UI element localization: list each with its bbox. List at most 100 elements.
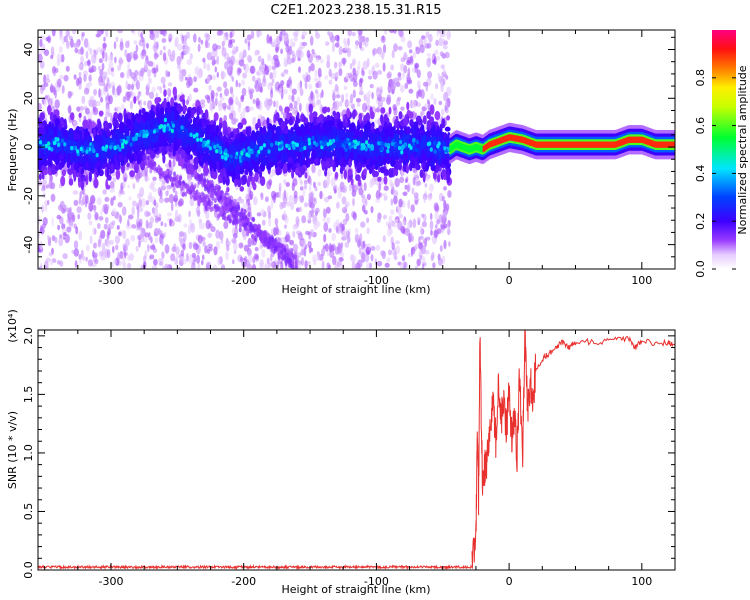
- heatmap-speckle: [212, 43, 218, 52]
- heatmap-speckle: [270, 190, 277, 199]
- heatmap-speckle: [442, 68, 446, 75]
- heatmap-speckle: [424, 250, 430, 255]
- heatmap-speckle: [341, 94, 344, 103]
- heatmap-speckle: [293, 33, 298, 43]
- heatmap-speckle: [398, 213, 404, 219]
- heatmap-cell: [117, 112, 123, 123]
- heatmap-speckle: [346, 47, 352, 58]
- heatmap-speckle: [302, 189, 306, 197]
- heatmap-speckle: [339, 263, 345, 269]
- heatmap-speckle: [419, 235, 424, 240]
- heatmap-speckle: [174, 190, 178, 197]
- heatmap-speckle: [79, 258, 82, 264]
- heatmap-speckle: [88, 74, 92, 82]
- heatmap-speckle: [94, 212, 99, 221]
- heatmap-speckle: [284, 234, 291, 243]
- heatmap-speckle: [370, 206, 374, 214]
- heatmap-speckle: [169, 218, 172, 227]
- heatmap-speckle: [224, 61, 229, 70]
- heatmap-speckle: [270, 228, 274, 236]
- heatmap-speckle: [117, 251, 121, 261]
- heatmap-speckle: [179, 257, 185, 262]
- heatmap-speckle: [47, 35, 52, 44]
- heatmap-speckle: [280, 72, 285, 77]
- heatmap-speckle: [74, 47, 79, 54]
- heatmap-speckle: [129, 51, 133, 60]
- heatmap-speckle: [137, 30, 141, 37]
- heatmap-speckle: [341, 196, 347, 205]
- heatmap-speckle: [259, 86, 263, 93]
- heatmap-speckle: [307, 212, 312, 222]
- heatmap-speckle: [365, 92, 370, 102]
- heatmap-speckle: [283, 88, 288, 95]
- heatmap-speckle: [168, 193, 175, 204]
- heatmap-speckle: [186, 31, 190, 40]
- heatmap-speckle: [363, 182, 367, 192]
- heatmap-speckle: [200, 236, 206, 241]
- heatmap-speckle: [162, 179, 166, 185]
- heatmap-speckle: [156, 30, 162, 34]
- heatmap-speckle: [289, 239, 294, 246]
- heatmap-speckle: [298, 195, 302, 200]
- heatmap-speckle: [332, 255, 337, 266]
- heatmap-speckle: [153, 35, 156, 42]
- heatmap-speckle: [41, 205, 44, 213]
- heatmap-speckle: [344, 99, 349, 108]
- heatmap-speckle: [328, 264, 331, 269]
- heatmap-speckle: [161, 38, 167, 43]
- heatmap-speckle: [152, 187, 158, 193]
- heatmap-speckle: [93, 49, 96, 54]
- heatmap-speckle: [202, 240, 206, 247]
- heatmap-speckle: [283, 210, 287, 217]
- heatmap-speckle: [306, 49, 311, 59]
- heatmap-speckle: [439, 30, 443, 38]
- heatmap-speckle: [193, 87, 199, 93]
- heatmap-speckle: [131, 206, 135, 216]
- heatmap-speckle: [257, 55, 262, 63]
- heatmap-speckle: [284, 69, 289, 75]
- heatmap-speckle: [188, 93, 192, 102]
- heatmap-speckle: [397, 96, 402, 101]
- heatmap-speckle: [222, 102, 227, 110]
- heatmap-speckle: [75, 226, 79, 235]
- heatmap-speckle: [178, 233, 182, 243]
- heatmap-speckle: [184, 49, 190, 55]
- heatmap-speckle: [227, 104, 231, 110]
- heatmap-speckle: [234, 96, 239, 105]
- heatmap-speckle: [106, 224, 111, 230]
- heatmap-speckle: [200, 99, 206, 105]
- heatmap-cell: [182, 98, 186, 106]
- heatmap-speckle: [83, 87, 90, 95]
- heatmap-speckle: [171, 176, 175, 182]
- heatmap-speckle: [313, 77, 319, 82]
- heatmap-speckle: [110, 262, 114, 268]
- heatmap-speckle: [332, 92, 336, 102]
- heatmap-cell: [363, 168, 367, 176]
- heatmap-speckle: [232, 241, 238, 251]
- heatmap-speckle: [401, 64, 405, 70]
- heatmap-speckle: [144, 60, 148, 70]
- heatmap-speckle: [77, 49, 81, 55]
- heatmap-speckle: [197, 234, 203, 244]
- heatmap-speckle: [424, 103, 428, 108]
- heatmap-speckle: [352, 255, 357, 263]
- heatmap-speckle: [275, 224, 279, 235]
- heatmap-speckle: [51, 30, 56, 37]
- heatmap-speckle: [174, 36, 179, 47]
- heatmap-speckle: [271, 168, 276, 176]
- heatmap-speckle: [311, 48, 315, 55]
- heatmap-speckle: [244, 63, 249, 74]
- heatmap-speckle: [119, 188, 124, 195]
- heatmap-speckle: [247, 237, 252, 248]
- heatmap-speckle: [349, 62, 353, 70]
- heatmap-speckle: [87, 81, 93, 87]
- heatmap-speckle: [234, 227, 239, 236]
- heatmap-speckle: [215, 92, 219, 97]
- heatmap-speckle: [231, 92, 235, 99]
- heatmap-speckle: [438, 257, 443, 266]
- heatmap-speckle: [217, 256, 221, 266]
- heatmap-speckle: [138, 91, 142, 96]
- heatmap-speckle: [334, 71, 339, 81]
- heatmap-speckle: [242, 72, 248, 79]
- heatmap-speckle: [384, 262, 390, 268]
